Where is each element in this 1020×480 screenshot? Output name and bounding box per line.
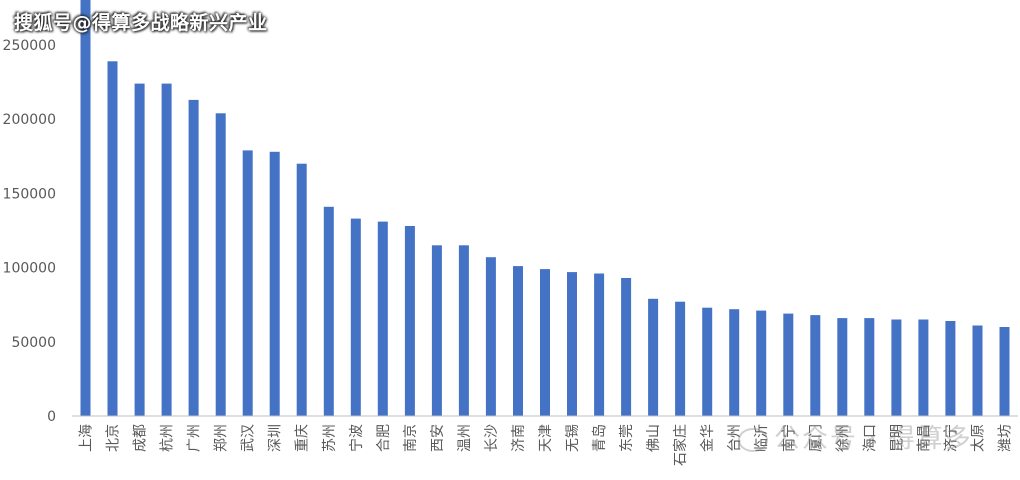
bar xyxy=(377,221,388,416)
bar xyxy=(188,99,199,417)
x-tick-label: 无锡 xyxy=(565,424,581,452)
bar xyxy=(350,218,361,416)
x-tick-label: 海口 xyxy=(862,424,878,452)
bars xyxy=(80,0,1010,417)
bar xyxy=(404,226,415,416)
bar xyxy=(485,257,496,416)
x-tick-label: 石家庄 xyxy=(672,424,689,466)
bar xyxy=(837,318,848,416)
x-tick-label: 上海 xyxy=(79,424,95,452)
bar xyxy=(729,309,740,416)
bar xyxy=(567,272,577,416)
bar xyxy=(107,61,118,417)
bar xyxy=(215,113,226,417)
x-tick-label: 北京 xyxy=(106,424,122,452)
x-tick-label: 苏州 xyxy=(322,424,338,452)
x-tick-label: 佛山 xyxy=(646,424,662,452)
x-tick-label: 广州 xyxy=(187,424,203,452)
x-tick-label: 济宁 xyxy=(942,424,959,452)
bar xyxy=(242,150,253,416)
x-tick-label: 郑州 xyxy=(214,424,230,452)
x-tick-label: 南昌 xyxy=(916,424,932,452)
bar xyxy=(702,307,713,416)
y-tick-label: 50000 xyxy=(11,335,56,351)
bar xyxy=(80,0,91,416)
watermark-wechat: 公众号 · 得算多 xyxy=(738,418,973,455)
bar xyxy=(594,273,605,416)
bar xyxy=(810,315,821,416)
bar xyxy=(891,319,902,416)
x-tick-label: 东莞 xyxy=(619,424,635,452)
bar xyxy=(621,278,632,416)
x-tick-label: 南京 xyxy=(403,424,419,452)
bar xyxy=(864,318,875,416)
bar xyxy=(540,269,550,416)
bar xyxy=(945,321,956,416)
x-tick-label: 成都 xyxy=(133,424,149,452)
x-tick-label: 金华 xyxy=(700,424,716,452)
x-tick-label: 济南 xyxy=(511,424,527,452)
y-tick-label: 0 xyxy=(47,409,56,425)
x-tick-label: 太原 xyxy=(970,424,986,452)
bar xyxy=(458,245,469,416)
y-tick-label: 100000 xyxy=(3,261,56,277)
x-tick-label: 天津 xyxy=(538,424,554,452)
x-tick-label: 宁波 xyxy=(348,424,365,452)
bar xyxy=(999,327,1010,416)
bar xyxy=(972,325,983,416)
bar xyxy=(134,83,145,416)
bar xyxy=(323,206,334,416)
y-axis: 0 50000 100000 150000 200000 250000 xyxy=(3,38,56,425)
bar xyxy=(675,301,686,416)
x-tick-label: 深圳 xyxy=(268,424,284,452)
x-tick-label: 徐州 xyxy=(835,424,851,452)
bar xyxy=(431,245,442,416)
bar xyxy=(296,163,307,416)
y-tick-label: 200000 xyxy=(3,112,56,128)
x-tick-label: 长沙 xyxy=(484,424,500,452)
y-tick-label: 150000 xyxy=(3,186,56,202)
bar xyxy=(783,313,794,416)
x-tick-label: 潍坊 xyxy=(997,424,1013,452)
x-tick-label: 温州 xyxy=(457,424,473,452)
x-tick-label: 西安 xyxy=(430,424,446,452)
x-tick-label: 合肥 xyxy=(376,424,392,452)
x-tick-label: 杭州 xyxy=(160,424,176,452)
wechat-icon xyxy=(738,427,768,452)
bar xyxy=(918,319,929,416)
x-tick-label: 武汉 xyxy=(241,424,257,452)
bar xyxy=(648,298,659,416)
x-tick-label: 重庆 xyxy=(295,424,311,452)
x-axis-labels: 上海 北京 成都 杭州 广州 郑州 武汉 深圳 重庆 苏州 宁波 合肥 南京 西安 温州 长沙 济南 天津 无锡 青岛… xyxy=(79,424,1014,466)
x-tick-label: 青岛 xyxy=(592,424,608,452)
bar xyxy=(513,266,523,416)
x-tick-label: 南宁 xyxy=(780,424,797,452)
watermark-sohu: 搜狐号@得算多战略新兴产业 xyxy=(14,12,268,34)
bar xyxy=(756,310,767,416)
x-tick-label: 昆明 xyxy=(889,424,905,452)
watermark-wechat-text: 公众号 · 得算多 xyxy=(774,424,973,454)
bar xyxy=(269,151,280,417)
y-tick-label: 250000 xyxy=(3,38,56,54)
bar xyxy=(161,83,172,416)
x-tick-label: 厦门 xyxy=(808,424,824,452)
